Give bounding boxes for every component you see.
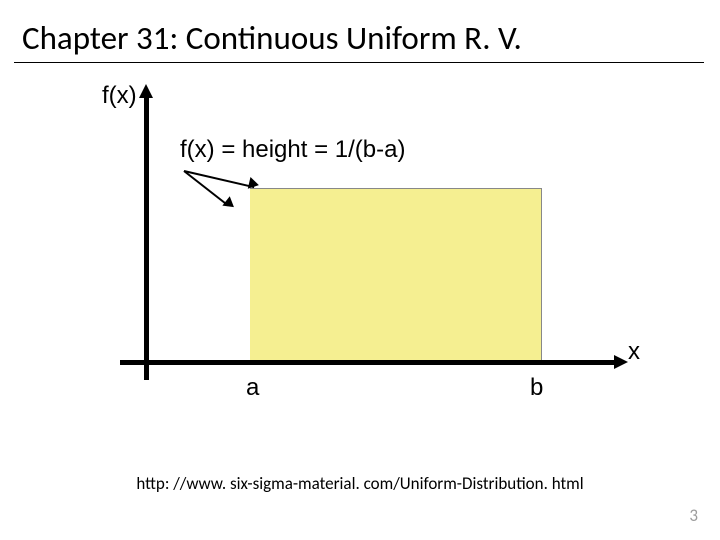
y-axis — [144, 96, 149, 380]
tick-label-a: a — [246, 374, 259, 402]
x-axis — [120, 360, 616, 365]
tick-label-b: b — [530, 374, 543, 402]
y-axis-label: f(x) — [102, 82, 137, 110]
uniform-distribution-diagram: f(x) f(x) = height = 1/(b-a) x a b — [80, 82, 640, 422]
page-title: Chapter 31: Continuous Uniform R. V. — [22, 18, 522, 58]
citation-text: http: //www. six-sigma-material. com/Uni… — [0, 473, 720, 494]
pdf-rectangle — [250, 188, 542, 362]
x-axis-arrowhead — [614, 355, 628, 369]
x-axis-label: x — [628, 338, 640, 366]
title-underline — [14, 62, 704, 63]
pdf-formula: f(x) = height = 1/(b-a) — [180, 136, 405, 164]
page-number: 3 — [689, 505, 698, 526]
y-axis-arrowhead — [139, 84, 153, 98]
pointer-arrow-head-1 — [222, 196, 237, 212]
